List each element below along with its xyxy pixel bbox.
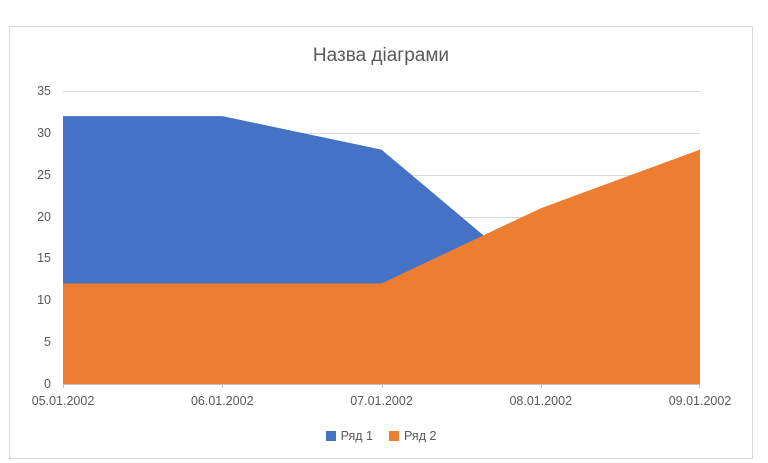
chart-title[interactable]: Назва діаграми — [312, 45, 450, 66]
series-area-2[interactable] — [63, 149, 700, 384]
legend-swatch — [389, 431, 399, 441]
x-axis-label: 06.01.2002 — [190, 394, 254, 408]
y-axis-label: 0 — [44, 377, 51, 391]
legend[interactable]: Ряд 1 Ряд 2 — [10, 429, 752, 443]
y-axis-label: 20 — [37, 209, 51, 224]
legend-label: Ряд 1 — [340, 429, 373, 443]
x-axis-label: 07.01.2002 — [350, 394, 413, 408]
chart-area[interactable]: Назва діаграми 0 5 10 15 20 25 30 35 05.01.2002… — [9, 26, 753, 459]
y-axis-label: 30 — [37, 125, 51, 140]
legend-swatch — [325, 431, 336, 441]
x-axis-label: 09.01.2002 — [668, 394, 732, 408]
legend-item[interactable]: Ряд 1 — [325, 429, 373, 443]
y-axis-label: 25 — [37, 167, 51, 182]
y-axis-label: 5 — [44, 335, 51, 350]
x-axis-label: 05.01.2002 — [31, 394, 95, 408]
plot-area[interactable] — [63, 91, 700, 389]
legend-label: Ряд 2 — [404, 429, 437, 443]
y-axis-label: 10 — [37, 293, 51, 308]
y-axis-label: 15 — [37, 251, 51, 266]
y-axis-label: 35 — [37, 84, 51, 98]
x-axis-label: 08.01.2002 — [509, 394, 573, 408]
legend-item[interactable]: Ряд 2 — [389, 429, 436, 443]
